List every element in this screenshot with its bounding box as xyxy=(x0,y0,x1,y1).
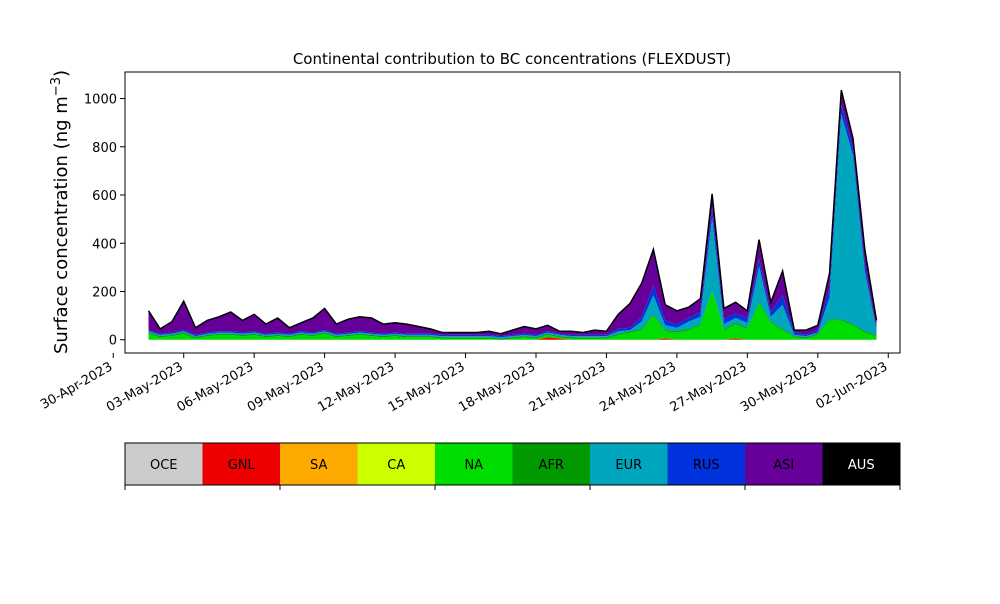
legend-swatch-sa xyxy=(280,443,358,485)
legend-swatch-afr xyxy=(512,443,590,485)
legend-swatch-oce xyxy=(125,443,203,485)
y-axis-label-main: Surface concentration (ng m xyxy=(51,96,72,354)
legend-label: GNL xyxy=(228,458,256,473)
y-tick-label: 400 xyxy=(92,237,117,252)
y-tick-label: 800 xyxy=(92,141,117,156)
legend-swatch-gnl xyxy=(202,443,280,485)
y-axis-label-close: ) xyxy=(51,70,72,77)
area-series-afr xyxy=(148,290,877,340)
legend-label: AUS xyxy=(848,458,875,473)
y-tick-label: 200 xyxy=(92,285,117,300)
legend-swatch-asi xyxy=(745,443,823,485)
legend-label: OCE xyxy=(150,458,178,473)
chart-title: Continental contribution to BC concentra… xyxy=(293,50,731,68)
legend-label: RUS xyxy=(693,458,720,473)
legend-label: ASI xyxy=(773,458,794,473)
legend-swatch-na xyxy=(435,443,513,485)
plot-area xyxy=(147,89,878,340)
legend-frame xyxy=(124,442,901,486)
legend-label: EUR xyxy=(615,458,642,473)
legend-label: AFR xyxy=(539,458,564,473)
legend-label: SA xyxy=(310,458,327,473)
legend-swatch-ca xyxy=(357,443,435,485)
y-tick-label: 1000 xyxy=(84,93,117,108)
legend-label: CA xyxy=(387,458,405,473)
legend-swatch-rus xyxy=(667,443,745,485)
legend-swatch-aus xyxy=(822,443,900,485)
plot-frame xyxy=(124,71,901,354)
legend: OCE GNL SA CA NA AFR EUR RUS ASI AUS xyxy=(124,442,901,490)
y-axis-label-sup: −3 xyxy=(49,77,64,96)
y-tick-label: 600 xyxy=(92,189,117,204)
legend-label: NA xyxy=(464,458,483,473)
legend-swatch-eur xyxy=(590,443,668,485)
y-tick-label: 0 xyxy=(109,334,117,349)
total-outline xyxy=(147,89,878,335)
y-axis-label: Surface concentration (ng m−3) xyxy=(49,70,72,354)
